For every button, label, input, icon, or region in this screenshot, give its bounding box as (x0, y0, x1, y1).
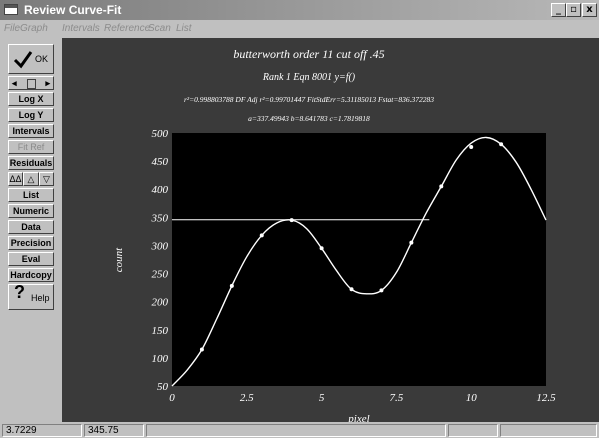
list-button[interactable]: List (8, 188, 54, 202)
status-bar: 3.7229 345.75 (0, 422, 599, 438)
fit-statistics: r²=0.998803788 DF Adj r²=0.99701447 FitS… (184, 95, 434, 104)
log-x-button[interactable]: Log X (8, 92, 54, 106)
x-tick-label: 7.5 (390, 392, 404, 404)
x-tick-label: 0 (169, 392, 175, 404)
x-axis-label: pixel (347, 413, 369, 422)
menu-reference[interactable]: Reference (104, 23, 151, 34)
status-x-value: 3.7229 (2, 424, 82, 437)
title-bar: Review Curve-Fit _ ▫ x (0, 0, 599, 20)
numeric-button[interactable]: Numeric (8, 204, 54, 218)
menu-intervals[interactable]: Intervals (62, 23, 100, 34)
fitted-curve (171, 136, 547, 387)
status-panel-3 (500, 424, 597, 437)
y-tick-label: 350 (151, 212, 169, 224)
x-tick-label: 2.5 (240, 392, 254, 404)
restore-button[interactable]: ▫ (566, 3, 581, 17)
intervals-button[interactable]: Intervals (8, 124, 54, 138)
curve-fit-chart[interactable]: butterworth order 11 cut off .45 Rank 1 … (62, 38, 599, 425)
x-tick-label: 5 (319, 392, 325, 404)
data-point (379, 288, 384, 293)
y-tick-label: 450 (152, 156, 169, 168)
data-point (259, 233, 264, 238)
app-icon (4, 4, 18, 15)
question-mark-icon: ? (14, 284, 25, 302)
residual-mode-group: ΔΔ △ ▽ (8, 172, 54, 186)
plot-area: butterworth order 11 cut off .45 Rank 1 … (62, 38, 599, 425)
minimize-button[interactable]: _ (551, 3, 566, 17)
scroll-stepper[interactable]: ◂ ▸ (8, 76, 54, 90)
data-point (349, 287, 354, 292)
menu-list[interactable]: List (176, 23, 192, 34)
checkmark-icon (13, 51, 33, 69)
data-point (469, 145, 474, 150)
menu-scan[interactable]: Scan (148, 23, 171, 34)
data-point (499, 142, 504, 147)
chart-subtitle: Rank 1 Eqn 8001 y=f() (262, 72, 356, 83)
hardcopy-button[interactable]: Hardcopy (8, 268, 54, 282)
window-title: Review Curve-Fit (24, 3, 122, 17)
x-tick-label: 12.5 (536, 392, 556, 404)
y-tick-label: 400 (152, 184, 169, 196)
scroll-thumb[interactable] (27, 79, 36, 89)
data-point (229, 283, 234, 288)
y-tick-label: 500 (152, 128, 169, 140)
close-button[interactable]: x (582, 3, 597, 17)
y-tick-label: 250 (152, 269, 169, 281)
y-tick-label: 300 (151, 240, 169, 252)
data-point (439, 184, 444, 189)
data-point (319, 246, 324, 251)
residual-both-icon[interactable]: ΔΔ (8, 172, 23, 186)
menu-bar: File Graph Intervals Reference Scan List (0, 20, 599, 38)
arrow-right-icon[interactable]: ▸ (45, 78, 50, 88)
arrow-left-icon[interactable]: ◂ (12, 78, 17, 88)
eval-button[interactable]: Eval (8, 252, 54, 266)
y-tick-label: 150 (152, 325, 169, 337)
y-tick-label: 200 (152, 297, 169, 309)
residual-down-icon[interactable]: ▽ (39, 172, 54, 186)
y-tick-label: 50 (157, 381, 169, 393)
chart-title: butterworth order 11 cut off .45 (233, 47, 384, 61)
menu-graph[interactable]: Graph (20, 23, 48, 34)
fit-ref-button[interactable]: Fit Ref (8, 140, 54, 154)
data-point (289, 218, 294, 223)
menu-file[interactable]: File (4, 23, 21, 34)
residual-up-icon[interactable]: △ (23, 172, 39, 186)
precision-button[interactable]: Precision (8, 236, 54, 250)
plot-frame (172, 133, 546, 386)
data-point (409, 240, 414, 245)
ok-button[interactable]: OK (8, 44, 54, 74)
fit-parameters: a=337.49943 b=8.641783 c=1.7819818 (248, 114, 370, 123)
log-y-button[interactable]: Log Y (8, 108, 54, 122)
status-panel-2 (448, 424, 498, 437)
status-panel (146, 424, 446, 437)
sidebar: OK ◂ ▸ Log X Log Y Intervals Fit Ref Res… (0, 38, 62, 422)
status-y-value: 345.75 (84, 424, 144, 437)
residuals-button[interactable]: Residuals (8, 156, 54, 170)
y-axis-label: count (113, 247, 125, 272)
help-button[interactable]: ? Help (8, 284, 54, 310)
x-tick-label: 10 (466, 392, 478, 404)
y-tick-label: 100 (152, 353, 169, 365)
data-point (199, 347, 204, 352)
data-button[interactable]: Data (8, 220, 54, 234)
